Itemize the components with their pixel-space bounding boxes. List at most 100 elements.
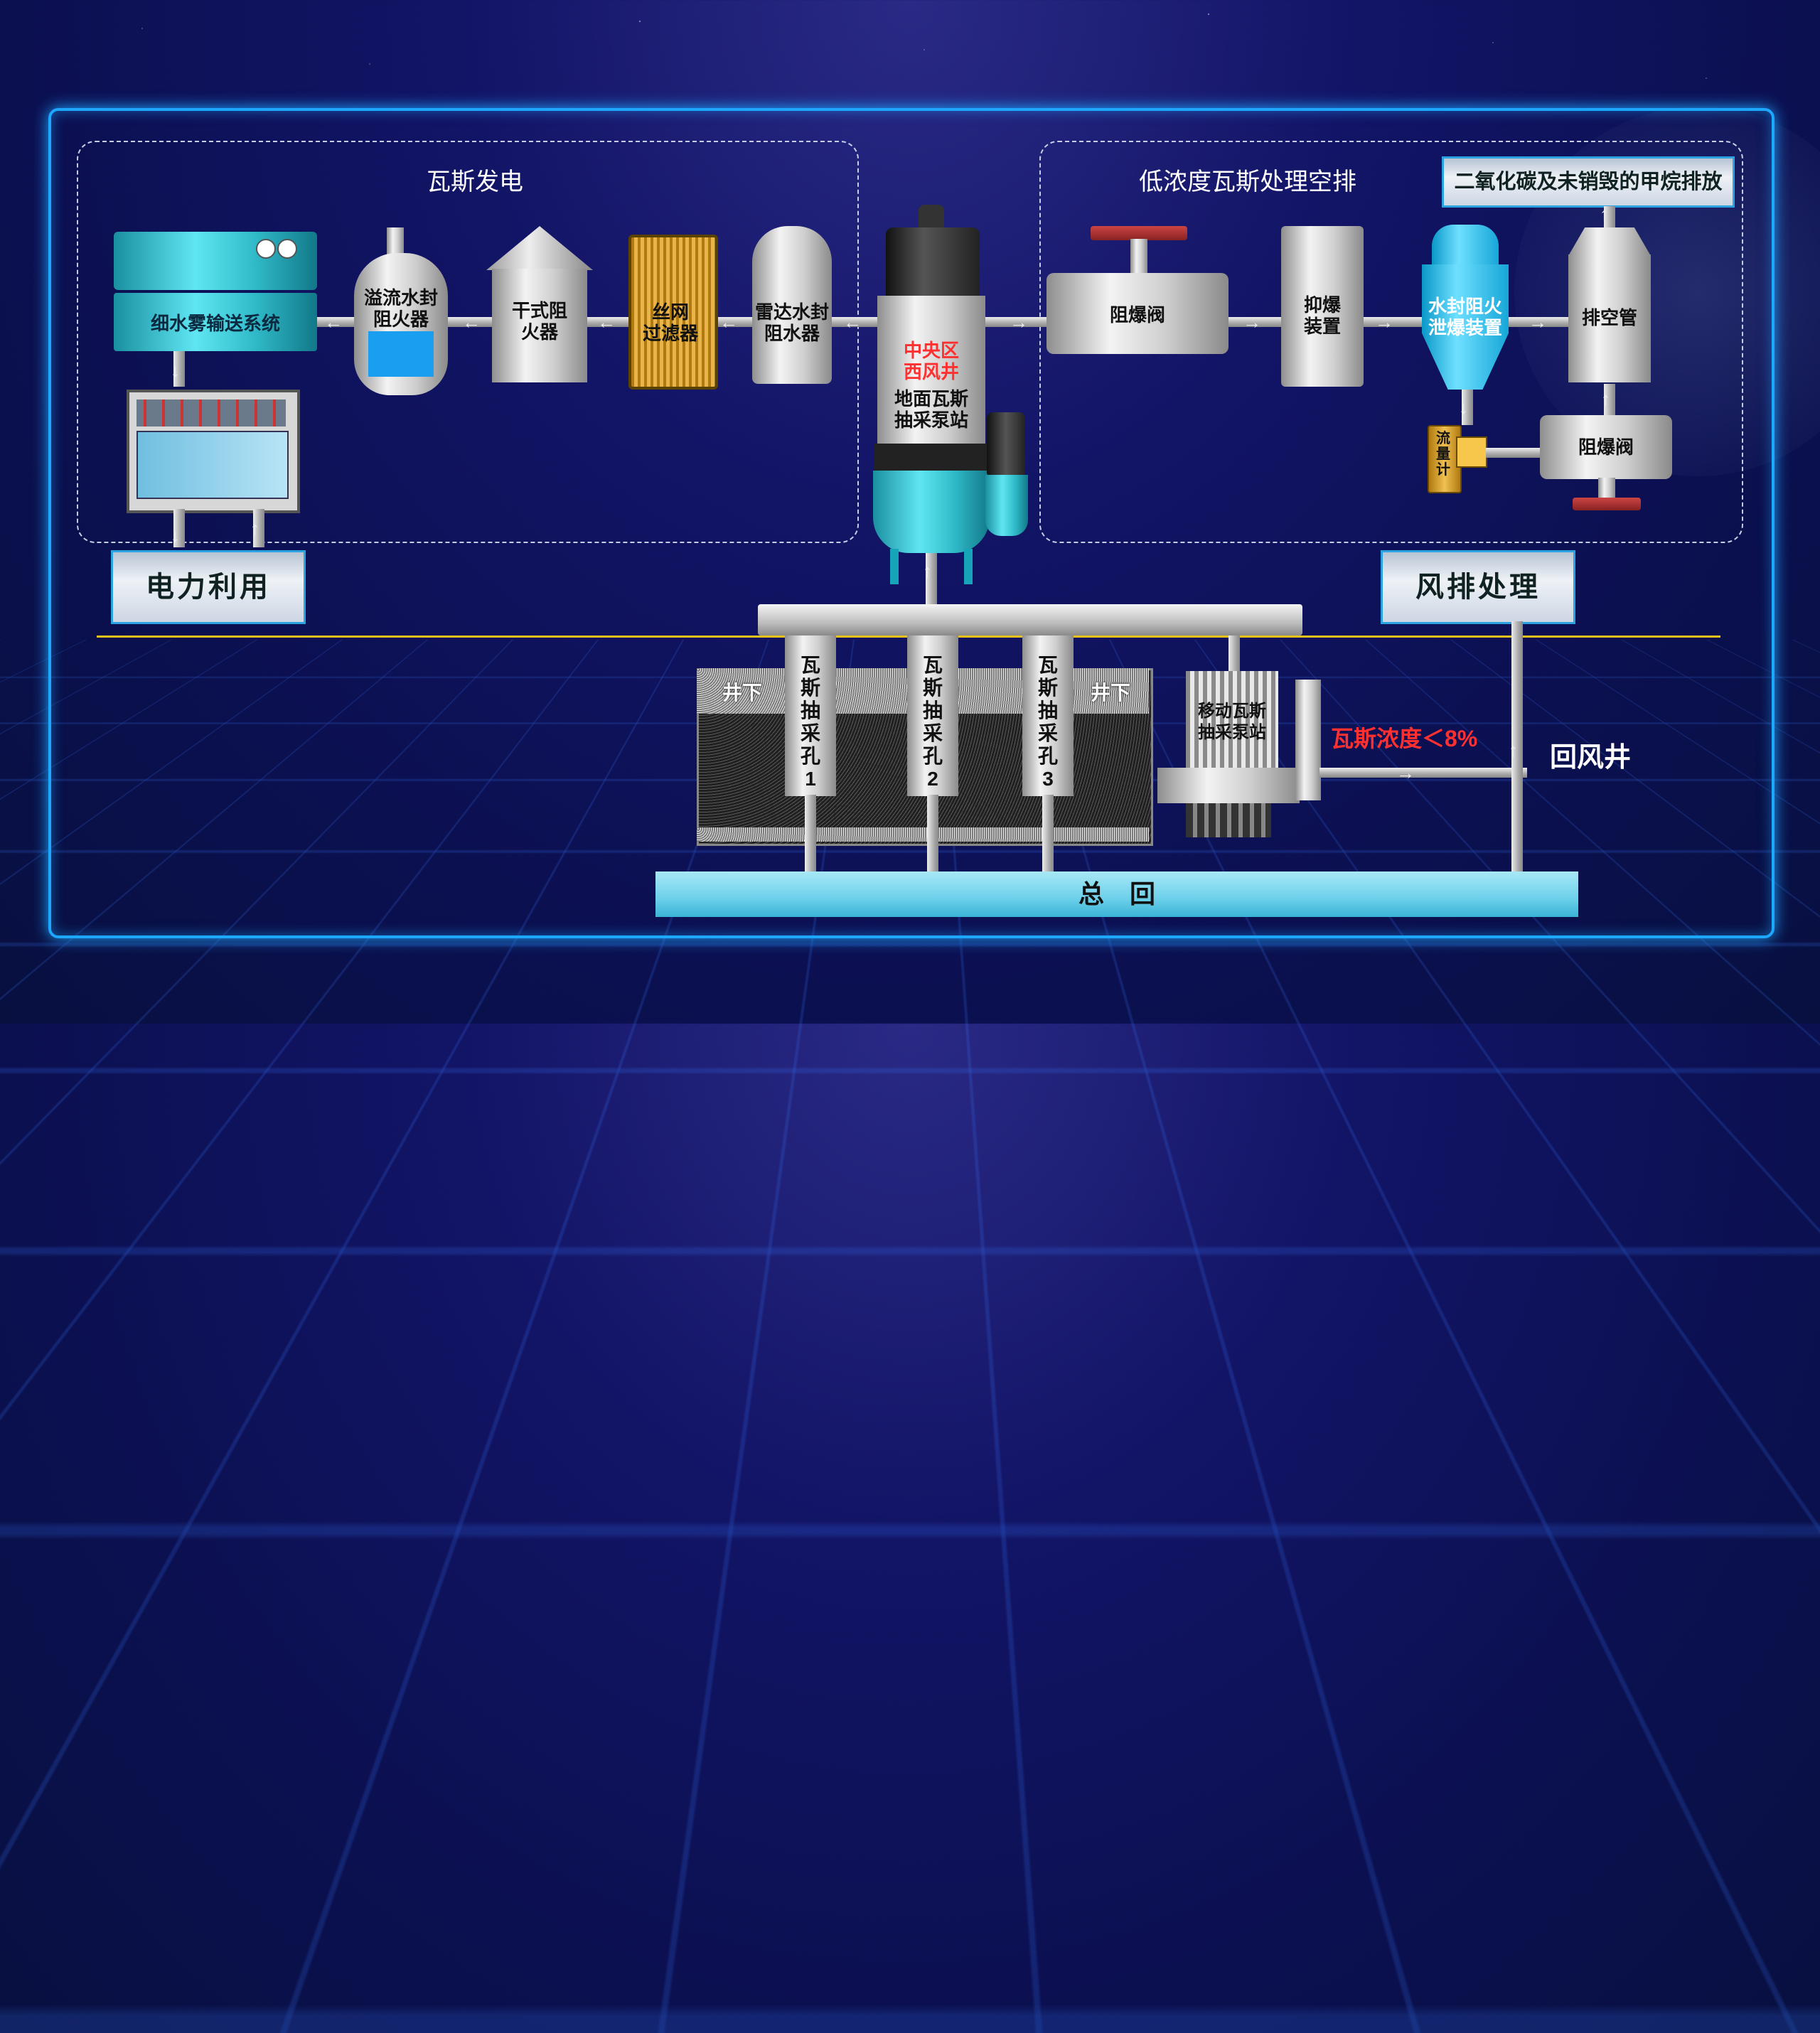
arrow-down-icon: ↓ xyxy=(171,526,180,545)
borehole-1-char: 斯 xyxy=(785,677,836,699)
valve-stem xyxy=(1130,239,1147,274)
borehole-3-char: 采 xyxy=(1022,722,1074,745)
arrow-up-icon: ↑ xyxy=(1601,390,1610,408)
valve-stem-2 xyxy=(1598,478,1615,499)
borehole-2-char: 瓦 xyxy=(907,654,958,677)
borehole-1-char: 瓦 xyxy=(785,654,836,677)
dry-arrester-line1: 干式阻 xyxy=(492,300,587,321)
borehole-1-pipe xyxy=(805,795,816,873)
mesh-filter-line2: 过滤器 xyxy=(628,323,712,344)
borehole-2-char: 抽 xyxy=(907,699,958,722)
borehole-2-pipe xyxy=(927,795,938,873)
dry-arrester-label: 干式阻 火器 xyxy=(492,300,587,343)
radar-arrester-label: 雷达水封 阻水器 xyxy=(744,301,840,344)
arrow-up-icon: ↑ xyxy=(1509,741,1518,759)
suppressor-line1: 抑爆 xyxy=(1281,294,1364,316)
return-shaft-label: 回风井 xyxy=(1550,735,1631,774)
arrow-up-icon: ↑ xyxy=(250,519,259,537)
mobile-pump-legs xyxy=(1186,803,1271,837)
flow-meter-label: 流 量 计 xyxy=(1428,431,1459,478)
pump-side-tank xyxy=(985,475,1028,536)
borehole-3-char: 孔 xyxy=(1022,745,1074,768)
pump-station-label-red: 中央区 西风井 xyxy=(877,340,985,382)
borehole-2-char: 斯 xyxy=(907,677,958,699)
mobile-out-pipe xyxy=(1320,768,1527,778)
arrow-right-icon: → xyxy=(1243,313,1261,331)
arrow-left-icon: ← xyxy=(324,313,343,331)
borehole-3-char: 瓦 xyxy=(1022,654,1074,677)
concentration-note: 瓦斯浓度＜8% xyxy=(1331,721,1477,753)
explosion-valve-1-label: 阻爆阀 xyxy=(1046,304,1228,326)
zone-low-conc-title: 低浓度瓦斯处理空排 xyxy=(1116,162,1379,197)
suppressor-line2: 装置 xyxy=(1281,316,1364,337)
radar-arrester-line2: 阻水器 xyxy=(744,323,840,344)
mesh-filter-line1: 丝网 xyxy=(628,301,712,323)
borehole-1-char: 采 xyxy=(785,722,836,745)
borehole-3-char: 斯 xyxy=(1022,677,1074,699)
borehole-1-char: 1 xyxy=(785,768,836,790)
pump-tank xyxy=(873,471,990,553)
vent-pipe-label: 排空管 xyxy=(1568,307,1651,328)
control-cabinet xyxy=(127,390,300,513)
pump-leg xyxy=(890,549,899,584)
emission-label: 二氧化碳及未销毁的甲烷排放 xyxy=(1442,156,1735,208)
indicator-panel xyxy=(136,399,286,427)
wind-treatment-box: 风排处理 xyxy=(1381,550,1575,624)
mobile-pump-base xyxy=(1157,768,1300,803)
borehole-3-pipe xyxy=(1042,795,1054,873)
arrow-up-icon: ↑ xyxy=(923,562,932,580)
mobile-pump-line2: 抽采泵站 xyxy=(1180,722,1284,744)
main-return-box: 总 回 xyxy=(655,871,1578,917)
overflow-arrester-line2: 阻火器 xyxy=(354,309,448,330)
manifold-pipe xyxy=(758,604,1302,635)
flow-meter-line1: 流 xyxy=(1428,431,1459,446)
water-seal-line1: 水封阻火 xyxy=(1419,296,1511,317)
arrester-water xyxy=(368,331,434,377)
mist-system-label: 细水雾输送系统 xyxy=(114,313,317,334)
pump-side-motor xyxy=(987,412,1025,478)
underground-right-label: 井下 xyxy=(1082,682,1139,704)
radar-arrester-line1: 雷达水封 xyxy=(744,301,840,323)
cabinet-panel xyxy=(136,431,289,499)
mobile-pump-outlet xyxy=(1295,680,1321,800)
pump-station-label: 地面瓦斯 抽采泵站 xyxy=(877,388,985,431)
water-seal-label: 水封阻火 泄爆装置 xyxy=(1419,296,1511,338)
water-seal-line2: 泄爆装置 xyxy=(1419,317,1511,338)
power-use-box: 电力利用 xyxy=(111,550,306,624)
flow-meter-line2: 量 xyxy=(1428,446,1459,462)
pump-station-red-line1: 中央区 xyxy=(877,340,985,361)
borehole-3-char: 3 xyxy=(1022,768,1074,790)
underground-bottom-layer xyxy=(697,827,1149,842)
dry-arrester-line2: 火器 xyxy=(492,321,587,343)
flow-pipe xyxy=(1486,448,1540,458)
pump-band xyxy=(874,444,988,472)
gauge-icon xyxy=(256,239,299,267)
pump-station-line2: 抽采泵站 xyxy=(877,409,985,431)
valve-handle-2 xyxy=(1573,498,1641,510)
arrow-right-icon: → xyxy=(1529,313,1547,331)
arrester-neck xyxy=(387,227,404,256)
arrow-left-icon: ← xyxy=(719,313,738,331)
overflow-arrester-line1: 溢流水封 xyxy=(354,287,448,309)
borehole-1-char: 孔 xyxy=(785,745,836,768)
arrow-left-icon: ← xyxy=(462,313,481,331)
borehole-2-char: 孔 xyxy=(907,745,958,768)
pump-leg xyxy=(964,549,973,584)
borehole-2-label: 瓦 斯 抽 采 孔 2 xyxy=(907,654,958,790)
valve-handle xyxy=(1091,226,1187,240)
pump-station-red-line2: 西风井 xyxy=(877,361,985,382)
overflow-arrester-label: 溢流水封 阻火器 xyxy=(354,287,448,330)
mobile-pump-pipe xyxy=(1228,635,1240,675)
mesh-filter-label: 丝网 过滤器 xyxy=(628,301,712,344)
flow-meter-display xyxy=(1456,436,1487,468)
underground-left-label: 井下 xyxy=(714,682,771,704)
arrow-right-icon: → xyxy=(1396,763,1415,782)
explosion-valve-2-label: 阻爆阀 xyxy=(1540,436,1672,458)
water-seal-top xyxy=(1432,225,1499,266)
arrow-right-icon: → xyxy=(1010,313,1028,331)
pump-motor xyxy=(886,227,980,299)
borehole-3-label: 瓦 斯 抽 采 孔 3 xyxy=(1022,654,1074,790)
arrow-up-icon: ↑ xyxy=(1600,205,1609,223)
arrow-down-icon: ↓ xyxy=(171,361,180,380)
zone-gas-power-title: 瓦斯发电 xyxy=(397,162,553,197)
